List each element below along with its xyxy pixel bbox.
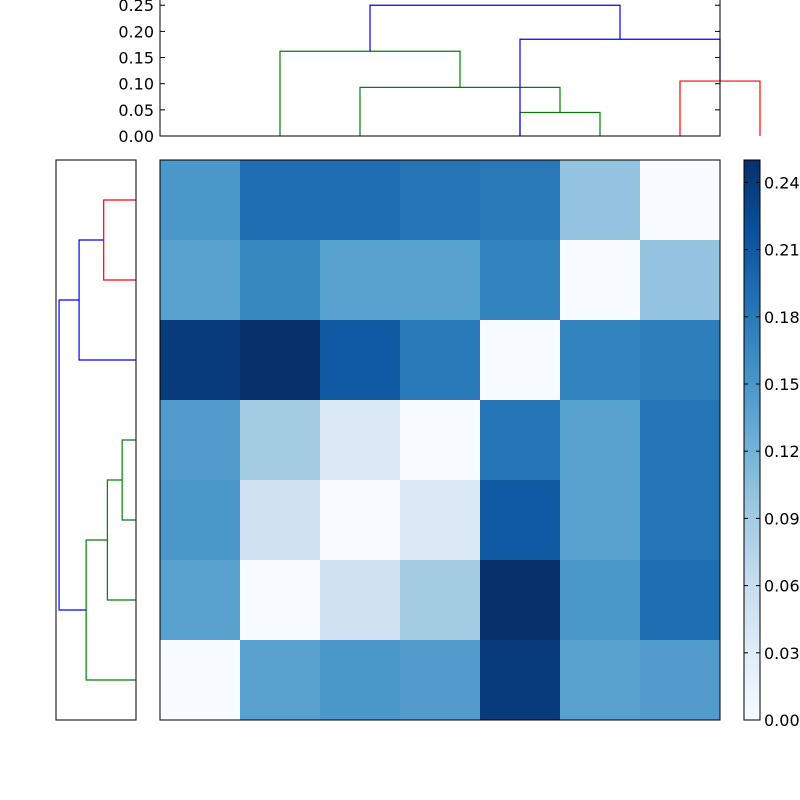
heatmap-cell (640, 320, 720, 400)
heatmap-cell (320, 640, 400, 720)
heatmap-cell (560, 480, 640, 560)
left-dendrogram-link (103, 199, 136, 281)
heatmap-cell (640, 480, 720, 560)
top-dendrogram: 0.00 0.05 0.10 0.15 0.20 0.25 (118, 0, 761, 146)
colorbar-tick-label: 0.06 (764, 577, 800, 596)
top-dendrogram-link (519, 111, 601, 136)
heatmap-cell (160, 160, 240, 240)
heatmap-cell (560, 400, 640, 480)
heatmap-cell (320, 240, 400, 320)
heatmap-cell (640, 560, 720, 640)
left-dendrogram-link (121, 439, 136, 521)
heatmap-cell (400, 160, 480, 240)
heatmap-cell (400, 560, 480, 640)
heatmap-cell (320, 560, 400, 640)
heatmap-cell (560, 320, 640, 400)
top-dendrogram-y-axis: 0.00 0.05 0.10 0.15 0.20 0.25 (118, 0, 720, 146)
colorbar-tick-label: 0.03 (764, 644, 800, 663)
left-dendrogram (55, 159, 137, 721)
colorbar-frame (743, 159, 761, 721)
heatmap-cell (240, 480, 320, 560)
heatmap-cell (320, 320, 400, 400)
heatmap-cell (400, 480, 480, 560)
heatmap-cell (240, 400, 320, 480)
heatmap-cell (560, 160, 640, 240)
heatmap-cell (320, 160, 400, 240)
top-dendrogram-link (359, 86, 561, 136)
heatmap-cells (160, 160, 720, 720)
heatmap-cell (320, 480, 400, 560)
heatmap-cell (240, 560, 320, 640)
heatmap-cell (160, 240, 240, 320)
heatmap-cell (400, 400, 480, 480)
top-dendrogram-frame (159, 0, 721, 137)
heatmap-cell (480, 480, 560, 560)
heatmap-cell (560, 240, 640, 320)
heatmap-cell (240, 640, 320, 720)
colorbar-tick-label: 0.12 (764, 442, 800, 461)
heatmap-cell (400, 320, 480, 400)
colorbar-tick-label: 0.18 (764, 308, 800, 327)
heatmap-cell (400, 240, 480, 320)
heatmap (159, 159, 721, 721)
top-dendrogram-tick-label: 0.25 (118, 0, 154, 15)
heatmap-cell (160, 480, 240, 560)
left-dendrogram-frame (55, 159, 137, 721)
heatmap-cell (640, 400, 720, 480)
colorbar-tick-label: 0.21 (764, 241, 800, 260)
left-dendrogram-link (78, 239, 136, 361)
heatmap-cell (160, 640, 240, 720)
left-dendrogram-link (58, 299, 87, 611)
heatmap-cell (640, 240, 720, 320)
heatmap-cell (640, 160, 720, 240)
heatmap-cell (160, 560, 240, 640)
heatmap-cell (320, 400, 400, 480)
heatmap-cell (400, 640, 480, 720)
heatmap-frame (159, 159, 721, 721)
heatmap-cell (640, 640, 720, 720)
top-dendrogram-links (279, 4, 761, 136)
heatmap-cell (480, 160, 560, 240)
heatmap-cell (560, 640, 640, 720)
top-dendrogram-link (279, 50, 461, 136)
colorbar-gradient (744, 160, 760, 720)
heatmap-cell (480, 320, 560, 400)
colorbar: 0.00 0.03 0.06 0.09 0.12 0.15 0.18 0.21 0.24 (743, 159, 800, 730)
left-dendrogram-links (58, 199, 136, 681)
heatmap-cell (240, 160, 320, 240)
top-dendrogram-link (369, 4, 621, 52)
left-dendrogram-link (85, 539, 136, 681)
heatmap-cell (160, 320, 240, 400)
heatmap-cell (480, 400, 560, 480)
colorbar-tick-label: 0.09 (764, 509, 800, 528)
colorbar-tick-label: 0.24 (764, 173, 800, 192)
top-dendrogram-tick-label: 0.20 (118, 22, 154, 41)
heatmap-cell (480, 240, 560, 320)
top-dendrogram-tick-label: 0.00 (118, 127, 154, 146)
heatmap-cell (480, 640, 560, 720)
colorbar-tick-label: 0.15 (764, 375, 800, 394)
heatmap-cell (240, 320, 320, 400)
top-dendrogram-tick-label: 0.15 (118, 49, 154, 68)
heatmap-cell (160, 400, 240, 480)
heatmap-cell (480, 560, 560, 640)
left-dendrogram-link (106, 479, 136, 601)
top-dendrogram-tick-label: 0.05 (118, 101, 154, 120)
colorbar-tick-label: 0.00 (764, 711, 800, 730)
colorbar-ticks: 0.00 0.03 0.06 0.09 0.12 0.15 0.18 0.21 0.24 (744, 173, 800, 730)
top-dendrogram-tick-label: 0.10 (118, 75, 154, 94)
heatmap-cell (560, 560, 640, 640)
heatmap-cell (240, 240, 320, 320)
